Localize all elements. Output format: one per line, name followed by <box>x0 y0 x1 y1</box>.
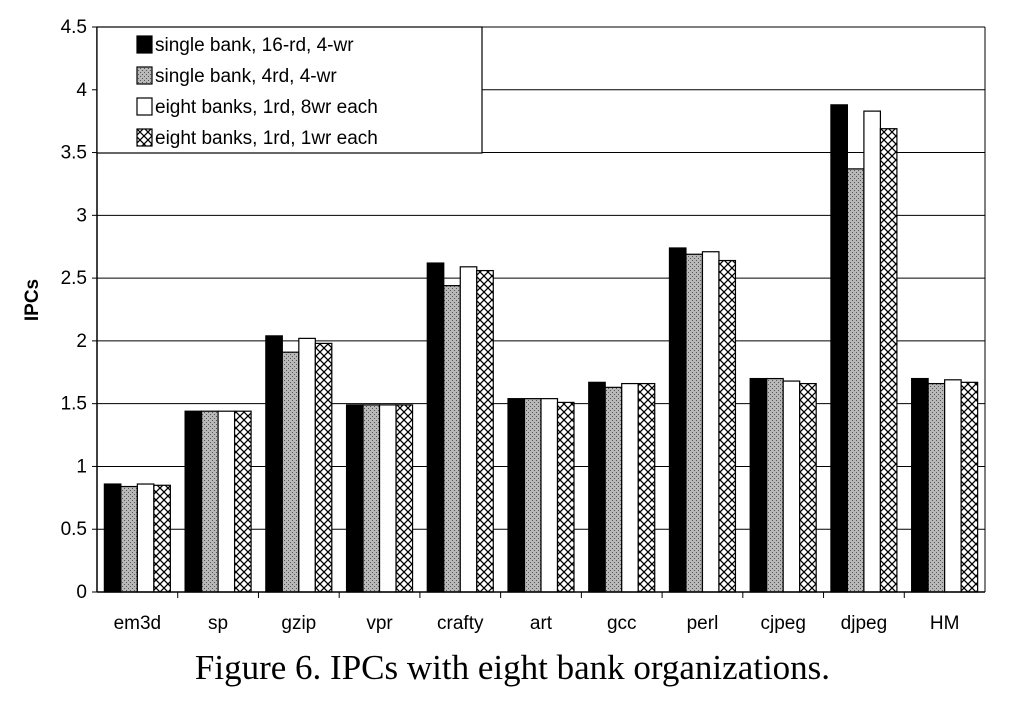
bar-djpeg-series-4 <box>879 128 898 593</box>
x-tick-label: cjpeg <box>760 613 805 634</box>
bar-HM-series-4 <box>960 381 979 593</box>
y-tick-label: 2 <box>76 331 87 352</box>
bar-art-series-1 <box>507 398 526 593</box>
tick-labels: 0 0.5 1 1.5 2 2.5 3 3.5 4 4.5 em3d sp gzip vpr crafty a… <box>61 17 960 634</box>
bar-art-series-3 <box>540 398 559 593</box>
legend-label: eight banks, 1rd, 1wr each <box>155 128 378 149</box>
bar-gzip-series-3 <box>298 337 316 593</box>
x-tick-label: art <box>530 613 553 634</box>
bar-gzip-series-4 <box>314 342 333 593</box>
x-tick-label: em3d <box>114 613 162 634</box>
legend-swatch <box>136 66 153 85</box>
legend-swatch <box>136 97 153 116</box>
bar-sp-series-4 <box>233 410 252 593</box>
bar-gzip-series-1 <box>265 335 283 593</box>
x-tick-label: perl <box>687 613 719 634</box>
bar-sp-series-2 <box>200 410 219 593</box>
bar-perl-series-1 <box>668 247 687 593</box>
bar-HM-series-1 <box>911 377 929 593</box>
bar-crafty-series-3 <box>459 266 478 593</box>
bar-cjpeg-series-1 <box>749 377 768 593</box>
legend-label: single bank, 16-rd, 4-wr <box>155 35 354 56</box>
bar-HM-series-3 <box>944 379 962 593</box>
bar-perl-series-2 <box>685 253 704 593</box>
bar-gcc-series-3 <box>621 382 639 593</box>
bar-chart: 0 0.5 1 1.5 2 2.5 3 3.5 4 4.5 em3d sp gzip vpr crafty a… <box>22 17 986 634</box>
x-tick-label: HM <box>930 613 960 634</box>
bar-cjpeg-series-3 <box>782 380 801 593</box>
legend-swatch <box>136 35 153 54</box>
bar-djpeg-series-3 <box>863 110 882 593</box>
x-tick-label: crafty <box>437 613 484 634</box>
bar-vpr-series-1 <box>345 404 364 593</box>
y-axis-label: IPCs <box>22 279 43 321</box>
bar-djpeg-series-1 <box>830 104 849 593</box>
bar-em3d-series-2 <box>120 485 138 593</box>
bar-perl-series-3 <box>701 251 720 593</box>
bar-gzip-series-2 <box>281 351 300 593</box>
legend-box <box>96 26 483 154</box>
bar-perl-series-4 <box>718 259 737 593</box>
y-tick-label: 0 <box>76 582 87 603</box>
x-tick-label: gzip <box>281 613 316 634</box>
x-tick-label: djpeg <box>841 613 888 634</box>
bar-em3d-series-1 <box>103 483 122 593</box>
y-tick-label: 4 <box>76 80 87 101</box>
bar-vpr-series-4 <box>395 404 414 593</box>
y-tick-label: 0.5 <box>61 519 87 540</box>
y-tick-label: 4.5 <box>61 17 87 38</box>
bar-art-series-2 <box>523 398 542 593</box>
y-tick-label: 2.5 <box>61 268 87 289</box>
x-tick-label: sp <box>208 613 228 634</box>
x-tick-label: gcc <box>607 613 637 634</box>
bars <box>103 104 979 593</box>
bar-crafty-series-1 <box>426 262 445 593</box>
x-tick-label: vpr <box>366 613 393 634</box>
y-tick-label: 1.5 <box>61 394 87 415</box>
bar-sp-series-3 <box>217 410 236 593</box>
bar-HM-series-2 <box>927 382 946 593</box>
legend: single bank, 16-rd, 4-wr single bank, 4rd… <box>96 26 483 154</box>
legend-swatch <box>136 128 153 147</box>
bar-vpr-series-2 <box>362 404 381 593</box>
y-tick-label: 3.5 <box>61 143 87 164</box>
legend-label: eight banks, 1rd, 8wr each <box>155 97 378 118</box>
bar-vpr-series-3 <box>378 404 397 593</box>
bar-cjpeg-series-2 <box>766 377 784 593</box>
y-tick-label: 3 <box>76 205 87 226</box>
bar-djpeg-series-2 <box>846 168 865 593</box>
bar-em3d-series-3 <box>136 483 155 593</box>
bar-art-series-4 <box>556 401 575 593</box>
bar-gcc-series-4 <box>637 382 656 593</box>
bar-sp-series-1 <box>184 410 203 593</box>
bar-crafty-series-4 <box>476 269 494 593</box>
y-tick-label: 1 <box>76 456 87 477</box>
bar-crafty-series-2 <box>443 285 461 593</box>
bar-gcc-series-2 <box>604 386 623 593</box>
bar-gcc-series-1 <box>588 381 606 593</box>
legend-label: single bank, 4rd, 4-wr <box>155 66 337 87</box>
figure-caption: Figure 6. IPCs with eight bank organizat… <box>194 648 831 687</box>
bar-em3d-series-4 <box>153 484 171 593</box>
bar-cjpeg-series-4 <box>799 382 817 593</box>
